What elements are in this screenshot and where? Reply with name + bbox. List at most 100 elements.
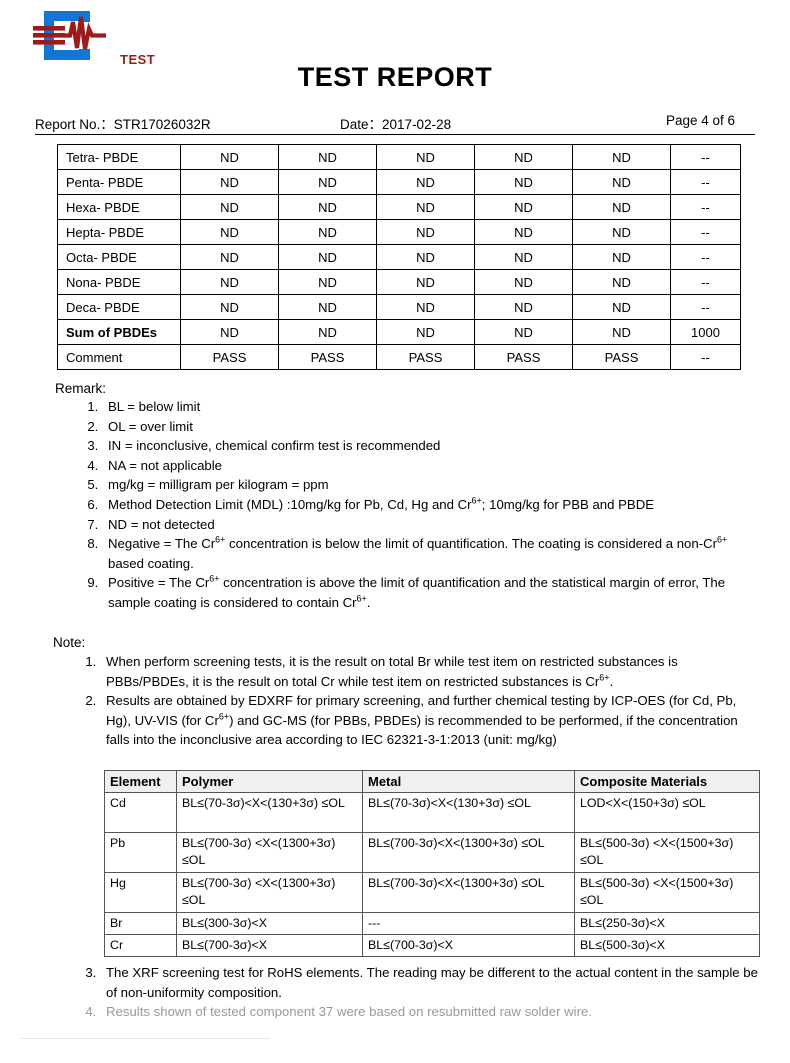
result-cell: ND: [474, 169, 573, 195]
metal-limit-cell: BL≤(70-3σ)<X<(130+3σ) ≤OL: [362, 792, 575, 833]
row-label: Tetra- PBDE: [57, 144, 181, 170]
result-cell: ND: [474, 269, 573, 295]
element-name-cell: Hg: [104, 872, 177, 913]
result-cell: ND: [572, 194, 671, 220]
report-date: Date：2017-02-28: [340, 113, 451, 133]
table-row: Nona- PBDE ND ND ND ND ND --: [57, 269, 741, 295]
date-value: 2017-02-28: [382, 117, 452, 132]
limit-cell: --: [670, 244, 741, 270]
table-row: Cd BL≤(70-3σ)<X<(130+3σ) ≤OL BL≤(70-3σ)<X<…: [104, 792, 760, 833]
column-header: Composite Materials: [574, 770, 760, 793]
column-header: Polymer: [176, 770, 363, 793]
polymer-limit-cell: BL≤(700-3σ) <X<(1300+3σ) ≤OL: [176, 872, 363, 913]
element-name-cell: Cr: [104, 934, 177, 957]
report-no-value: STR17026032R: [113, 117, 211, 132]
composite-limit-cell: BL≤(500-3σ) <X<(1500+3σ) ≤OL: [574, 832, 760, 873]
ecg-bracket-logo-icon: [33, 11, 106, 60]
element-table-head: Element Polymer Metal Composite Materials: [104, 770, 760, 793]
logo-wordmark: TEST: [120, 52, 156, 67]
result-cell: ND: [376, 244, 475, 270]
result-cell: ND: [474, 194, 573, 220]
limit-cell: --: [670, 194, 741, 220]
result-cell: ND: [180, 144, 279, 170]
table-row: Hexa- PBDE ND ND ND ND ND --: [57, 194, 741, 220]
table-row: Deca- PBDE ND ND ND ND ND --: [57, 294, 741, 320]
table-row: Penta- PBDE ND ND ND ND ND --: [57, 169, 741, 195]
polymer-limit-cell: BL≤(70-3σ)<X<(130+3σ) ≤OL: [176, 792, 363, 833]
remark-item: Negative = The Cr6+ concentration is bel…: [102, 534, 762, 573]
element-table-body: Cd BL≤(70-3σ)<X<(130+3σ) ≤OL BL≤(70-3σ)<X<…: [104, 792, 760, 957]
polymer-limit-cell: BL≤(700-3σ)<X: [176, 934, 363, 957]
result-cell: ND: [180, 319, 279, 345]
result-cell: ND: [278, 269, 377, 295]
table-row: Comment PASS PASS PASS PASS PASS --: [57, 344, 741, 370]
result-cell: ND: [278, 219, 377, 245]
result-cell: ND: [278, 319, 377, 345]
row-label: Octa- PBDE: [57, 244, 181, 270]
limit-cell: 1000: [670, 319, 741, 345]
result-cell: ND: [278, 169, 377, 195]
remark-heading: Remark:: [55, 381, 107, 396]
note-item: When perform screening tests, it is the …: [100, 652, 760, 691]
note-item: Results shown of tested component 37 wer…: [100, 1002, 770, 1022]
result-cell: ND: [180, 169, 279, 195]
result-cell: ND: [376, 169, 475, 195]
remark-item: mg/kg = milligram per kilogram = ppm: [102, 475, 762, 495]
limit-cell: --: [670, 169, 741, 195]
note-heading: Note:: [53, 635, 86, 650]
composite-limit-cell: LOD<X<(150+3σ) ≤OL: [574, 792, 760, 833]
remark-list: BL = below limitOL = over limitIN = inco…: [72, 397, 762, 613]
remark-item: OL = over limit: [102, 417, 762, 437]
remark-item: BL = below limit: [102, 397, 762, 417]
metal-limit-cell: BL≤(700-3σ)<X: [362, 934, 575, 957]
row-label: Hepta- PBDE: [57, 219, 181, 245]
remark-item: NA = not applicable: [102, 456, 762, 476]
row-label: Nona- PBDE: [57, 269, 181, 295]
result-cell: ND: [474, 244, 573, 270]
note-list: When perform screening tests, it is the …: [70, 652, 760, 750]
note-list-tail: The XRF screening test for RoHS elements…: [70, 963, 770, 1022]
composite-limit-cell: BL≤(500-3σ)<X: [574, 934, 760, 957]
element-limits-table: Element Polymer Metal Composite Materials C…: [104, 770, 760, 957]
page-title: TEST REPORT: [297, 62, 493, 92]
result-cell: ND: [376, 194, 475, 220]
result-cell: ND: [278, 294, 377, 320]
result-cell: ND: [572, 144, 671, 170]
row-label: Penta- PBDE: [57, 169, 181, 195]
metal-limit-cell: ---: [362, 912, 575, 935]
result-cell: ND: [376, 294, 475, 320]
report-number: Report No.：STR17026032R: [35, 113, 211, 133]
element-name-cell: Pb: [104, 832, 177, 873]
composite-limit-cell: BL≤(500-3σ) <X<(1500+3σ) ≤OL: [574, 872, 760, 913]
table-row: Cr BL≤(700-3σ)<X BL≤(700-3σ)<X BL≤(500-3σ)<…: [104, 934, 760, 957]
result-cell: ND: [474, 319, 573, 345]
composite-limit-cell: BL≤(250-3σ)<X: [574, 912, 760, 935]
metal-limit-cell: BL≤(700-3σ)<X<(1300+3σ) ≤OL: [362, 872, 575, 913]
limit-cell: --: [670, 219, 741, 245]
remark-item: Positive = The Cr6+ concentration is abo…: [102, 573, 762, 612]
table-row: Hg BL≤(700-3σ) <X<(1300+3σ) ≤OL BL≤(700-3σ…: [104, 872, 760, 913]
result-cell: ND: [180, 194, 279, 220]
result-cell: ND: [180, 244, 279, 270]
polymer-limit-cell: BL≤(700-3σ) <X<(1300+3σ) ≤OL: [176, 832, 363, 873]
polymer-limit-cell: BL≤(300-3σ)<X: [176, 912, 363, 935]
table-row: Octa- PBDE ND ND ND ND ND --: [57, 244, 741, 270]
table-row: Br BL≤(300-3σ)<X --- BL≤(250-3σ)<X: [104, 912, 760, 935]
result-cell: PASS: [474, 344, 573, 370]
result-cell: ND: [180, 219, 279, 245]
table-row: Tetra- PBDE ND ND ND ND ND --: [57, 144, 741, 170]
result-cell: ND: [572, 269, 671, 295]
remark-item: Method Detection Limit (MDL) :10mg/kg fo…: [102, 495, 762, 515]
metal-limit-cell: BL≤(700-3σ)<X<(1300+3σ) ≤OL: [362, 832, 575, 873]
result-cell: ND: [278, 144, 377, 170]
limit-cell: --: [670, 269, 741, 295]
table-header-row: Element Polymer Metal Composite Materials: [104, 770, 760, 793]
column-header: Metal: [362, 770, 575, 793]
result-cell: ND: [572, 294, 671, 320]
result-cell: ND: [180, 269, 279, 295]
result-cell: ND: [180, 294, 279, 320]
result-cell: PASS: [180, 344, 279, 370]
result-cell: ND: [572, 169, 671, 195]
result-cell: PASS: [278, 344, 377, 370]
